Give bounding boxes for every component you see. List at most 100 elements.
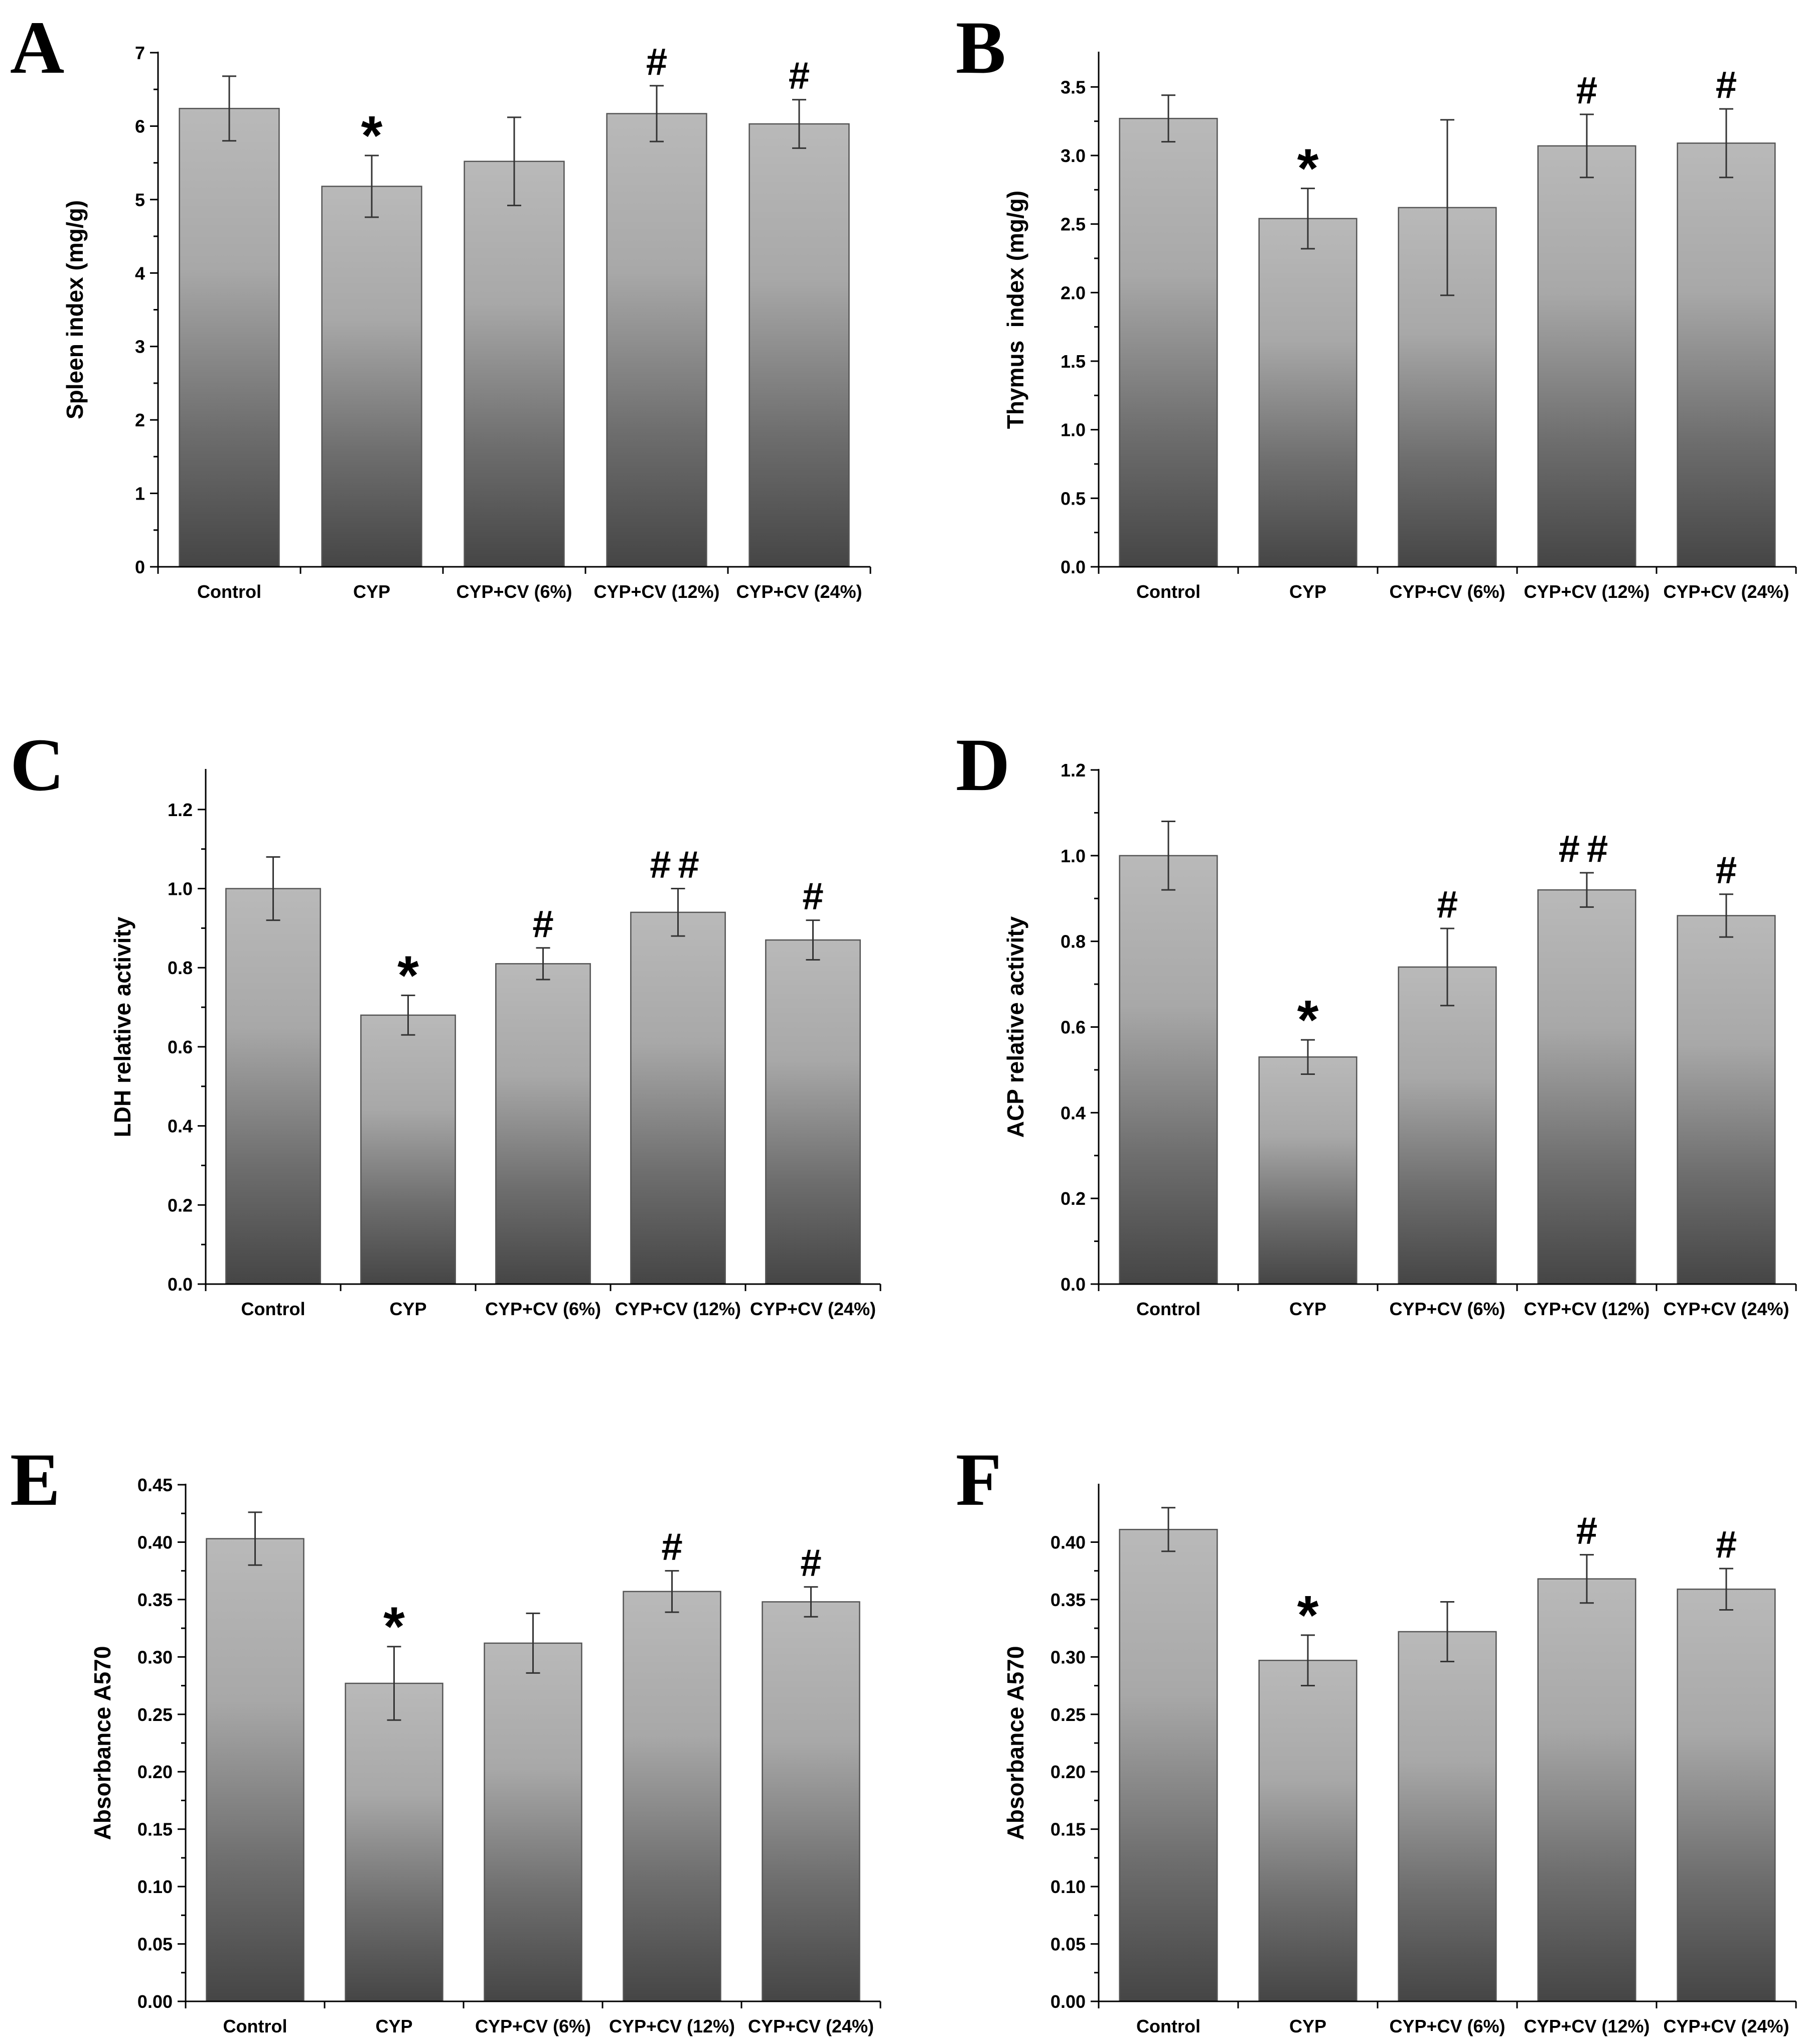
bar — [345, 1682, 443, 2002]
error-bar — [266, 856, 280, 921]
error-bar — [1719, 108, 1733, 179]
bar — [1537, 1578, 1636, 2002]
error-bar — [1440, 927, 1454, 1007]
y-tick-label: 3.5 — [1061, 77, 1086, 97]
x-tick-label: CYP — [1289, 1299, 1326, 1319]
y-tick-label: 0.8 — [168, 958, 193, 978]
error-bar — [665, 1570, 679, 1613]
error-bar — [804, 1586, 818, 1618]
x-tick-label: Control — [1136, 1299, 1200, 1319]
x-tick-label: CYP+CV (6%) — [1389, 1299, 1505, 1319]
panel-letter: A — [10, 6, 64, 89]
bar — [225, 888, 321, 1285]
y-tick-label: 1.0 — [1061, 846, 1086, 866]
significance-marker: * — [361, 105, 383, 167]
error-bar — [806, 919, 820, 961]
significance-marker: # — [1716, 849, 1737, 892]
bar — [206, 1538, 305, 2002]
error-bar — [365, 154, 379, 218]
y-tick-label: 0.15 — [1050, 1819, 1086, 1840]
bar — [1677, 915, 1776, 1285]
x-tick-label: CYP — [375, 2016, 412, 2036]
x-tick-label: CYP+CV (6%) — [485, 1299, 601, 1319]
error-bar — [248, 1511, 262, 1566]
panel-letter: E — [10, 1438, 60, 1521]
y-tick-label: 0.4 — [168, 1116, 193, 1137]
bar — [1119, 1529, 1218, 2002]
chart-panel-a: A Control * CYP CYP+CV (6%) # CYP+CV (12%) # CYP… — [10, 6, 871, 602]
y-tick-label: 0 — [135, 557, 145, 577]
y-tick-label: 0.0 — [168, 1274, 193, 1295]
bar — [484, 1642, 582, 2002]
y-tick-label: 0.20 — [137, 1762, 173, 1782]
bar — [765, 939, 861, 1285]
x-tick-label: CYP+CV (12%) — [615, 1299, 741, 1319]
error-bar — [1301, 1634, 1315, 1687]
significance-marker: * — [1297, 989, 1319, 1051]
y-tick-label: 5 — [135, 190, 145, 210]
x-tick-label: CYP+CV (12%) — [1524, 1299, 1649, 1319]
x-tick-label: CYP+CV (6%) — [1389, 2016, 1505, 2036]
y-tick-label: 1.2 — [1061, 760, 1086, 780]
significance-marker: # — [1576, 1510, 1597, 1552]
y-axis-title: Absorbance A570 — [89, 1646, 115, 1840]
error-bar — [1301, 1039, 1315, 1075]
x-tick-label: Control — [241, 1299, 306, 1319]
y-tick-label: 0.20 — [1050, 1762, 1086, 1782]
y-tick-label: 0.30 — [137, 1647, 173, 1667]
error-bar — [1440, 1601, 1454, 1662]
y-tick-label: 0.35 — [1050, 1590, 1086, 1610]
error-bar — [650, 85, 664, 142]
x-tick-label: CYP+CV (12%) — [593, 581, 719, 602]
y-tick-label: 0.5 — [1061, 488, 1086, 509]
bar — [179, 108, 280, 568]
y-tick-label: 2 — [135, 410, 145, 430]
y-tick-label: 0.25 — [137, 1704, 173, 1725]
y-tick-label: 0.00 — [137, 1991, 173, 2012]
bar — [464, 161, 565, 568]
bar — [1677, 1589, 1776, 2002]
y-axis-title: Absorbance A570 — [1002, 1646, 1028, 1840]
bar — [1119, 855, 1218, 1285]
x-tick-label: Control — [1136, 581, 1200, 602]
y-axis-title: Spleen index (mg/g) — [62, 200, 88, 419]
error-bar — [1580, 113, 1594, 179]
error-bar — [222, 75, 236, 142]
y-tick-label: 0.35 — [137, 1590, 173, 1610]
x-tick-label: Control — [1136, 2016, 1200, 2036]
x-tick-label: CYP — [1289, 2016, 1326, 2036]
error-bar — [1301, 188, 1315, 250]
x-tick-label: CYP+CV (24%) — [1663, 1299, 1789, 1319]
significance-marker: # — [789, 55, 810, 97]
error-bar — [1161, 1507, 1175, 1552]
panel-letter: D — [956, 723, 1010, 807]
bar — [1537, 889, 1636, 1285]
error-bar — [1161, 94, 1175, 143]
x-tick-label: Control — [197, 581, 261, 602]
chart-panel-d: D Control * CYP # CYP+CV (6%) ## CYP+CV (12%) # C… — [956, 723, 1797, 1319]
y-tick-label: 7 — [135, 43, 145, 63]
y-axis-title: Thymus index (mg/g) — [1002, 191, 1028, 429]
significance-marker: # — [800, 1542, 821, 1585]
y-axis-title: ACP relative activity — [1002, 916, 1028, 1138]
y-tick-label: 3.0 — [1061, 145, 1086, 166]
significance-marker: # — [1576, 69, 1597, 112]
y-tick-label: 4 — [135, 263, 145, 283]
bar — [360, 1014, 456, 1285]
error-bar — [401, 994, 415, 1036]
bar — [630, 911, 726, 1285]
significance-marker: * — [397, 945, 419, 1006]
error-bar — [1719, 893, 1733, 938]
x-tick-label: CYP+CV (24%) — [1663, 2016, 1789, 2036]
panel-letter: C — [10, 723, 64, 807]
y-tick-label: 0.10 — [137, 1876, 173, 1897]
y-tick-label: 0.05 — [137, 1934, 173, 1955]
x-tick-label: CYP+CV (6%) — [1389, 581, 1505, 602]
error-bar — [507, 116, 521, 207]
significance-marker: * — [1297, 138, 1319, 200]
bar — [1398, 966, 1497, 1285]
significance-marker: # — [1437, 883, 1458, 926]
significance-marker: # — [1716, 1523, 1737, 1566]
y-tick-label: 0.40 — [137, 1532, 173, 1552]
x-tick-label: CYP+CV (24%) — [748, 2016, 874, 2036]
